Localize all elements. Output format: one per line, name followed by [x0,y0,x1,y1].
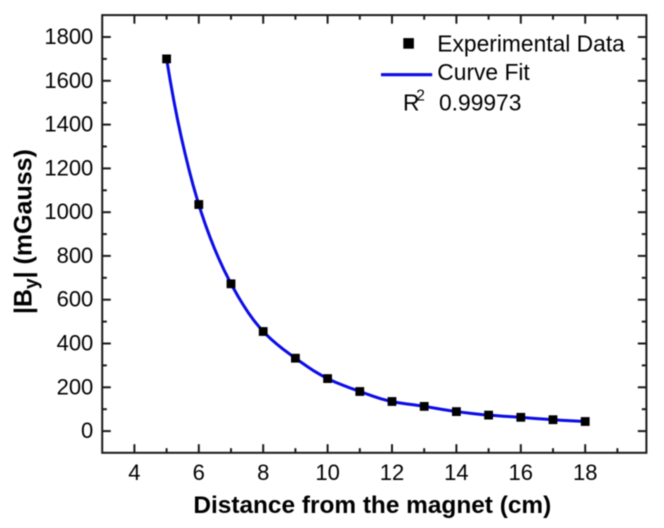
svg-text:2: 2 [416,87,425,104]
svg-text:|By| (mGauss): |By| (mGauss) [10,149,43,314]
svg-text:1800: 1800 [44,24,93,49]
svg-text:14: 14 [444,460,468,485]
svg-text:Curve Fit: Curve Fit [437,59,530,85]
svg-text:10: 10 [315,460,339,485]
svg-text:800: 800 [57,243,94,268]
svg-text:1600: 1600 [44,68,93,93]
svg-text:0: 0 [81,418,93,443]
svg-text:4: 4 [128,460,140,485]
svg-text:1200: 1200 [44,155,93,180]
svg-text:Experimental Data: Experimental Data [437,30,625,56]
svg-text:1400: 1400 [44,112,93,137]
svg-text:Distance from the magnet (cm): Distance from the magnet (cm) [193,492,551,519]
svg-text:0.99973: 0.99973 [439,90,521,116]
svg-text:400: 400 [57,331,94,356]
svg-text:16: 16 [509,460,533,485]
svg-text:12: 12 [380,460,404,485]
svg-text:1000: 1000 [44,199,93,224]
svg-text:600: 600 [57,287,94,312]
svg-text:200: 200 [57,374,94,399]
svg-text:6: 6 [193,460,205,485]
svg-text:18: 18 [573,460,597,485]
svg-text:8: 8 [257,460,269,485]
svg-text:R: R [403,90,419,116]
